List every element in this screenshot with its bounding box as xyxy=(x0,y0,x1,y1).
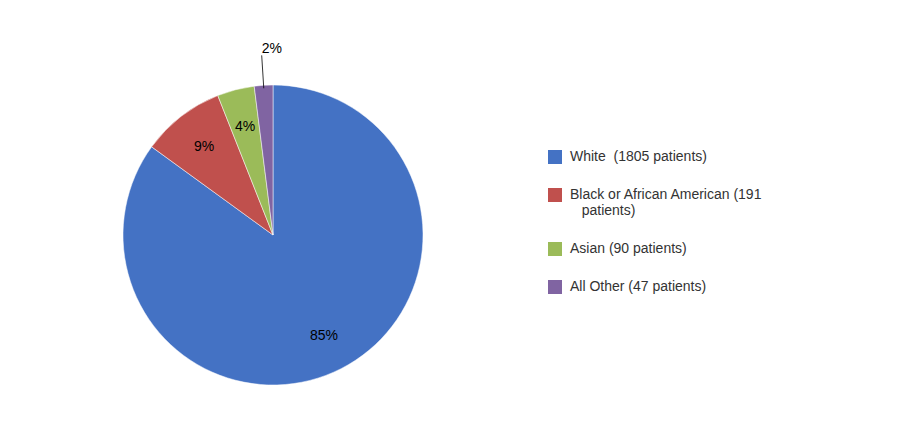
html-text:Asian (90 patients): Asian (90 patients) xyxy=(570,239,687,256)
html-text:Black or African American (191: Black or African American (191 patients) xyxy=(570,185,762,218)
svg-text:85%: 85% xyxy=(310,327,338,343)
html-text:All Other (47 patients): All Other (47 patients) xyxy=(570,277,707,294)
svg-text:4%: 4% xyxy=(235,118,255,134)
svg-text:2%: 2% xyxy=(262,40,282,56)
html-text:White (1805 patients): White (1805 patients) xyxy=(570,147,707,164)
svg-text:9%: 9% xyxy=(194,138,214,154)
